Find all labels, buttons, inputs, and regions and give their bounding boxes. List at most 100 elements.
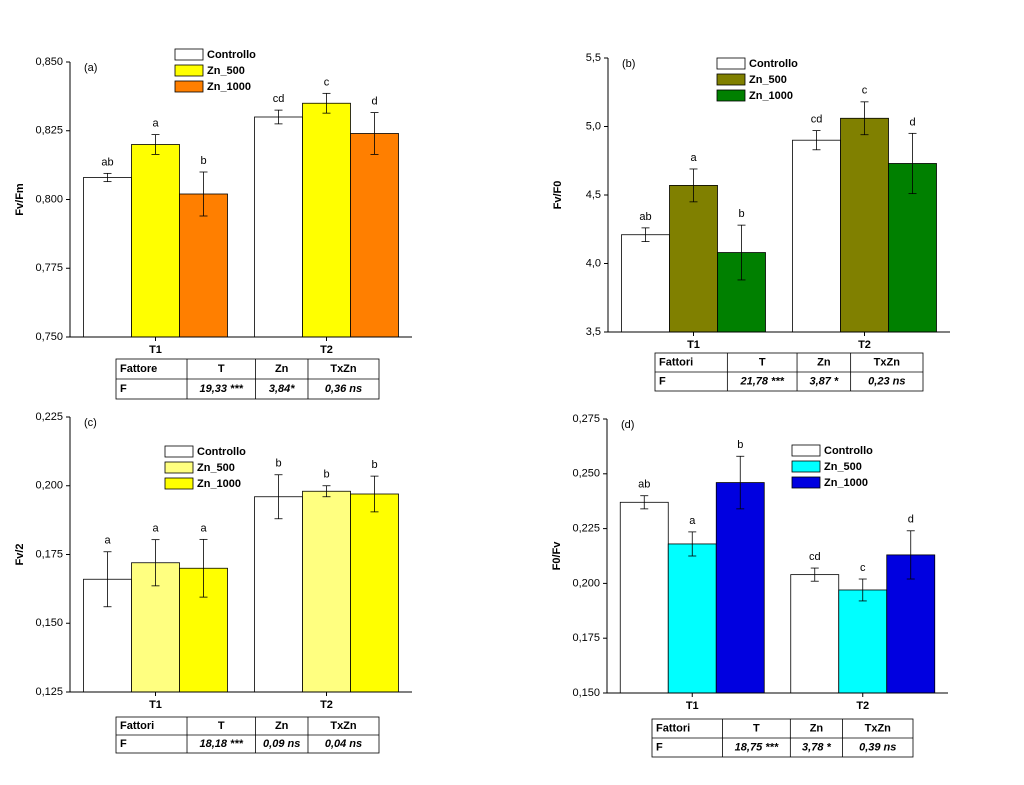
bar: [302, 490, 351, 693]
significance-letter: ab: [638, 479, 650, 491]
error-bar: [151, 539, 160, 587]
significance-letter: d: [909, 116, 915, 128]
y-tick-label: 0,125: [35, 686, 63, 698]
legend-label: Controllo: [749, 58, 798, 70]
y-tick-label: 0,825: [35, 125, 63, 137]
bar: [131, 144, 180, 338]
table-header: Fattori: [659, 356, 693, 368]
x-tick-label: T2: [856, 700, 869, 712]
error-bar: [736, 455, 745, 510]
table-header: Zn: [275, 720, 289, 732]
y-tick-label: 0,150: [35, 617, 63, 629]
bar: [619, 501, 669, 694]
legend-label: Controllo: [824, 445, 873, 457]
bar: [790, 574, 840, 694]
legend-label: Zn_1000: [824, 477, 868, 489]
panel-label: (d): [621, 419, 634, 431]
significance-letter: cd: [273, 93, 285, 105]
bar: [83, 177, 132, 338]
y-axis-title: Fv/2: [14, 543, 26, 565]
significance-letter: a: [152, 118, 159, 130]
table-header: Zn: [810, 722, 824, 734]
table-header: TxZn: [330, 720, 357, 732]
x-tick-label: T2: [858, 339, 871, 351]
y-tick-label: 0,250: [572, 468, 600, 480]
significance-letter: a: [152, 523, 159, 535]
bar: [792, 139, 841, 333]
legend-label: Controllo: [197, 446, 246, 458]
y-tick-label: 0,200: [35, 480, 63, 492]
error-bar: [322, 92, 331, 114]
table-cell: 3,87 *: [809, 375, 838, 387]
error-bar: [103, 172, 112, 183]
y-tick-label: 4,5: [586, 189, 601, 201]
error-bar: [810, 567, 819, 582]
significance-letter: a: [690, 152, 697, 164]
significance-letter: d: [371, 96, 377, 108]
significance-letter: ab: [639, 211, 651, 223]
x-tick-label: T1: [686, 700, 699, 712]
table-cell: 0,04 ns: [325, 738, 362, 750]
error-bar: [688, 531, 697, 557]
table-cell: 0,23 ns: [868, 375, 905, 387]
significance-letter: b: [323, 469, 329, 481]
x-tick-label: T1: [149, 699, 162, 711]
bar: [254, 116, 303, 338]
table-header: Fattori: [120, 720, 154, 732]
bar: [715, 482, 765, 694]
legend-label: Zn_1000: [197, 478, 241, 490]
y-tick-label: 5,0: [586, 120, 601, 132]
significance-letter: c: [324, 76, 330, 88]
table-header: T: [753, 722, 760, 734]
table-header: T: [218, 363, 225, 375]
y-tick-label: 3,5: [586, 326, 601, 338]
bar: [667, 543, 717, 694]
legend-label: Zn_500: [207, 65, 245, 77]
error-bar: [322, 485, 331, 498]
table-header: Fattore: [120, 363, 157, 375]
legend-swatch: [174, 64, 204, 77]
y-tick-label: 0,225: [572, 523, 600, 535]
y-tick-label: 0,225: [35, 411, 63, 423]
legend-swatch: [174, 80, 204, 93]
table-cell: F: [659, 375, 666, 387]
significance-letter: a: [689, 515, 696, 527]
table-cell: 0,09 ns: [263, 738, 300, 750]
table-header: Fattori: [656, 722, 690, 734]
significance-letter: b: [371, 459, 377, 471]
table-cell: F: [120, 383, 127, 395]
significance-letter: b: [738, 208, 744, 220]
significance-letter: c: [860, 562, 866, 574]
legend-label: Zn_500: [824, 461, 862, 473]
x-tick-label: T2: [320, 699, 333, 711]
y-tick-label: 4,0: [586, 257, 601, 269]
legend-swatch: [716, 89, 746, 102]
y-tick-label: 0,175: [572, 632, 600, 644]
error-bar: [737, 224, 746, 281]
panel-label: (c): [84, 417, 97, 429]
legend-swatch: [791, 476, 821, 489]
table-header: T: [218, 720, 225, 732]
y-axis-title: F0/Fv: [551, 541, 563, 571]
table-cell: F: [656, 741, 663, 753]
error-bar: [370, 475, 379, 513]
bar: [302, 102, 351, 338]
significance-letter: ab: [101, 156, 113, 168]
panel-label: (a): [84, 62, 97, 74]
error-bar: [908, 132, 917, 195]
bar: [840, 117, 889, 333]
bar: [621, 234, 670, 333]
legend-swatch: [716, 73, 746, 86]
table-header: T: [759, 356, 766, 368]
y-tick-label: 0,275: [572, 413, 600, 425]
error-bar: [858, 578, 867, 602]
legend-swatch: [164, 461, 194, 474]
error-bar: [641, 227, 650, 242]
x-tick-label: T1: [687, 339, 700, 351]
error-bar: [199, 171, 208, 217]
error-bar: [812, 130, 821, 151]
table-cell: 0,39 ns: [859, 741, 896, 753]
table-header: TxZn: [874, 356, 901, 368]
legend-swatch: [164, 445, 194, 458]
x-tick-label: T2: [320, 344, 333, 356]
